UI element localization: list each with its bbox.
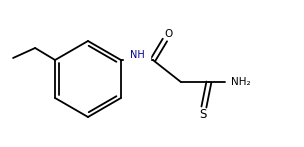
- Text: NH₂: NH₂: [231, 77, 250, 87]
- Text: O: O: [165, 29, 173, 39]
- Text: S: S: [199, 107, 207, 121]
- Text: NH: NH: [130, 50, 144, 60]
